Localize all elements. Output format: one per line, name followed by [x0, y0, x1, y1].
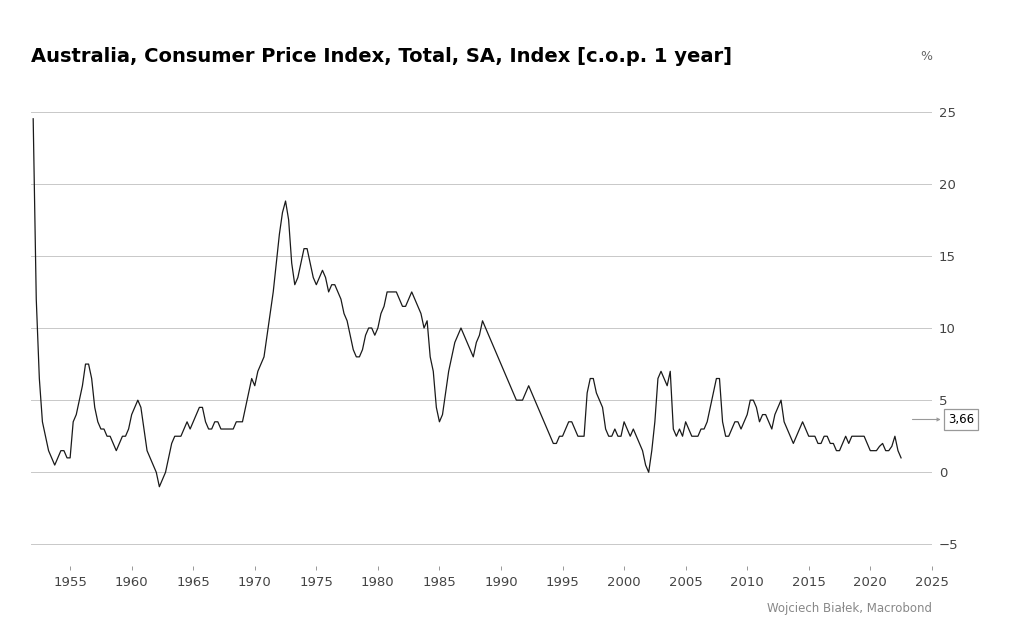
Text: 3,66: 3,66 — [941, 413, 974, 426]
Text: Australia, Consumer Price Index, Total, SA, Index [c.o.p. 1 year]: Australia, Consumer Price Index, Total, … — [31, 47, 732, 65]
Text: %: % — [920, 50, 932, 64]
Text: Wojciech Białek, Macrobond: Wojciech Białek, Macrobond — [767, 602, 932, 615]
